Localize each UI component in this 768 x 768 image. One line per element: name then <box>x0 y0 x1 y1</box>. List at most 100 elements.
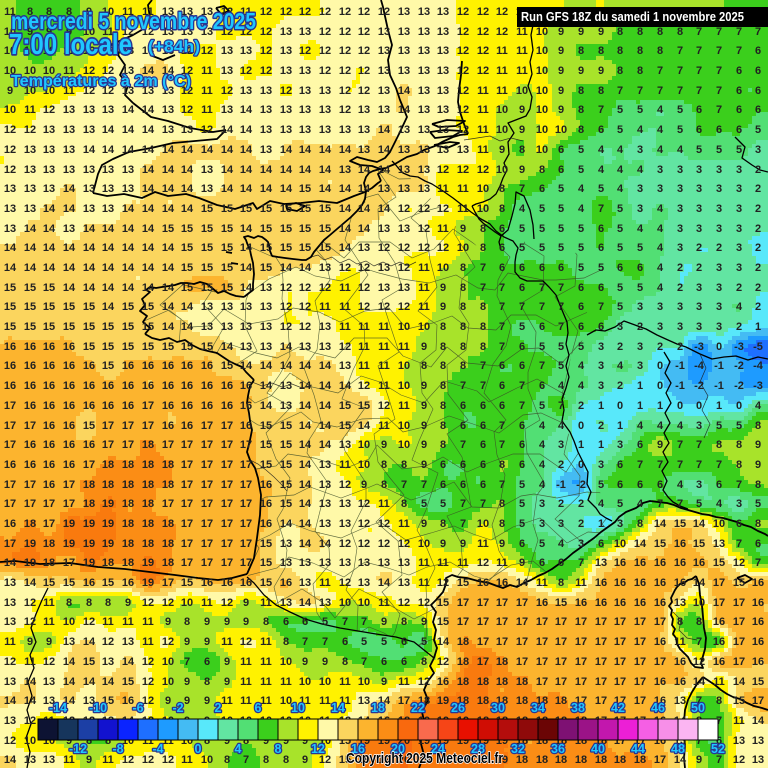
svg-text:13: 13 <box>83 164 95 176</box>
svg-text:13: 13 <box>437 144 449 156</box>
svg-text:7:00 locale: 7:00 locale <box>9 29 132 61</box>
svg-text:13: 13 <box>201 321 213 333</box>
svg-text:12: 12 <box>280 321 292 333</box>
svg-text:14: 14 <box>4 242 17 254</box>
svg-text:10: 10 <box>536 26 548 38</box>
svg-text:14: 14 <box>319 360 332 372</box>
svg-text:9: 9 <box>184 695 190 707</box>
svg-text:12: 12 <box>358 65 370 77</box>
svg-text:15: 15 <box>260 557 272 569</box>
svg-text:3: 3 <box>617 321 623 333</box>
svg-text:17: 17 <box>102 439 114 451</box>
svg-text:12: 12 <box>733 557 745 569</box>
svg-text:18: 18 <box>457 695 469 707</box>
svg-text:14: 14 <box>162 282 175 294</box>
svg-text:13: 13 <box>280 124 292 136</box>
svg-text:15: 15 <box>201 341 213 353</box>
svg-text:12: 12 <box>83 45 95 57</box>
svg-text:3: 3 <box>736 164 742 176</box>
svg-text:8: 8 <box>755 479 761 491</box>
svg-text:6: 6 <box>499 262 505 274</box>
svg-text:18: 18 <box>457 656 469 668</box>
svg-text:1: 1 <box>598 400 604 412</box>
svg-text:11: 11 <box>339 301 351 313</box>
svg-text:8: 8 <box>617 65 623 77</box>
svg-text:12: 12 <box>358 6 370 18</box>
svg-text:13: 13 <box>63 164 75 176</box>
svg-text:13: 13 <box>752 735 764 747</box>
svg-text:14: 14 <box>240 242 253 254</box>
svg-text:14: 14 <box>142 104 155 116</box>
svg-text:2: 2 <box>578 498 584 510</box>
svg-text:11: 11 <box>24 656 36 668</box>
svg-text:14: 14 <box>299 420 312 432</box>
svg-text:17: 17 <box>654 754 666 766</box>
svg-text:2: 2 <box>696 242 702 254</box>
svg-text:4: 4 <box>736 301 743 313</box>
svg-text:16: 16 <box>752 597 764 609</box>
svg-text:15: 15 <box>43 577 55 589</box>
svg-text:17: 17 <box>555 636 567 648</box>
svg-text:18: 18 <box>83 498 95 510</box>
svg-text:7: 7 <box>598 203 604 215</box>
svg-text:16: 16 <box>634 577 646 589</box>
svg-text:13: 13 <box>4 715 16 727</box>
svg-text:8: 8 <box>598 45 604 57</box>
svg-text:13: 13 <box>713 538 725 550</box>
svg-text:17: 17 <box>24 479 36 491</box>
svg-text:19: 19 <box>24 538 36 550</box>
svg-text:6: 6 <box>558 262 564 274</box>
svg-text:7: 7 <box>598 301 604 313</box>
svg-text:11: 11 <box>339 459 351 471</box>
svg-text:12: 12 <box>477 65 489 77</box>
svg-text:2: 2 <box>677 282 683 294</box>
svg-text:8: 8 <box>440 380 446 392</box>
svg-text:12: 12 <box>181 65 193 77</box>
svg-text:13: 13 <box>24 754 36 766</box>
svg-text:17: 17 <box>83 459 95 471</box>
svg-text:13: 13 <box>83 695 95 707</box>
svg-text:14: 14 <box>674 754 687 766</box>
svg-text:11: 11 <box>378 597 390 609</box>
svg-text:13: 13 <box>418 164 430 176</box>
svg-text:10: 10 <box>536 85 548 97</box>
svg-text:13: 13 <box>102 104 114 116</box>
svg-text:13: 13 <box>102 656 114 668</box>
svg-text:13: 13 <box>240 45 252 57</box>
svg-text:4: 4 <box>558 420 565 432</box>
svg-text:10: 10 <box>102 6 114 18</box>
svg-text:13: 13 <box>102 203 114 215</box>
svg-text:13: 13 <box>280 104 292 116</box>
svg-text:16: 16 <box>575 597 587 609</box>
svg-text:7: 7 <box>499 321 505 333</box>
svg-text:0: 0 <box>657 380 663 392</box>
svg-text:16: 16 <box>4 518 16 530</box>
svg-text:10: 10 <box>398 420 410 432</box>
svg-text:12: 12 <box>4 124 16 136</box>
svg-text:14: 14 <box>24 676 37 688</box>
svg-text:14: 14 <box>319 439 332 451</box>
svg-text:12: 12 <box>43 104 55 116</box>
svg-text:12: 12 <box>4 735 16 747</box>
svg-text:12: 12 <box>358 498 370 510</box>
svg-text:14: 14 <box>181 144 194 156</box>
svg-text:9: 9 <box>421 616 427 628</box>
svg-text:14: 14 <box>299 262 312 274</box>
svg-text:14: 14 <box>24 223 37 235</box>
svg-text:8: 8 <box>499 498 505 510</box>
svg-text:11: 11 <box>457 203 469 215</box>
svg-text:11: 11 <box>477 144 489 156</box>
svg-text:19: 19 <box>477 754 489 766</box>
svg-text:12: 12 <box>221 597 233 609</box>
svg-text:15: 15 <box>122 341 134 353</box>
svg-text:5: 5 <box>677 104 683 116</box>
svg-text:9: 9 <box>440 538 446 550</box>
svg-text:15: 15 <box>299 223 311 235</box>
svg-text:16: 16 <box>102 380 114 392</box>
svg-text:12: 12 <box>339 577 351 589</box>
svg-text:14: 14 <box>142 183 155 195</box>
svg-text:10: 10 <box>693 597 705 609</box>
svg-text:13: 13 <box>43 144 55 156</box>
svg-text:1: 1 <box>598 439 604 451</box>
svg-text:-3: -3 <box>694 341 704 353</box>
